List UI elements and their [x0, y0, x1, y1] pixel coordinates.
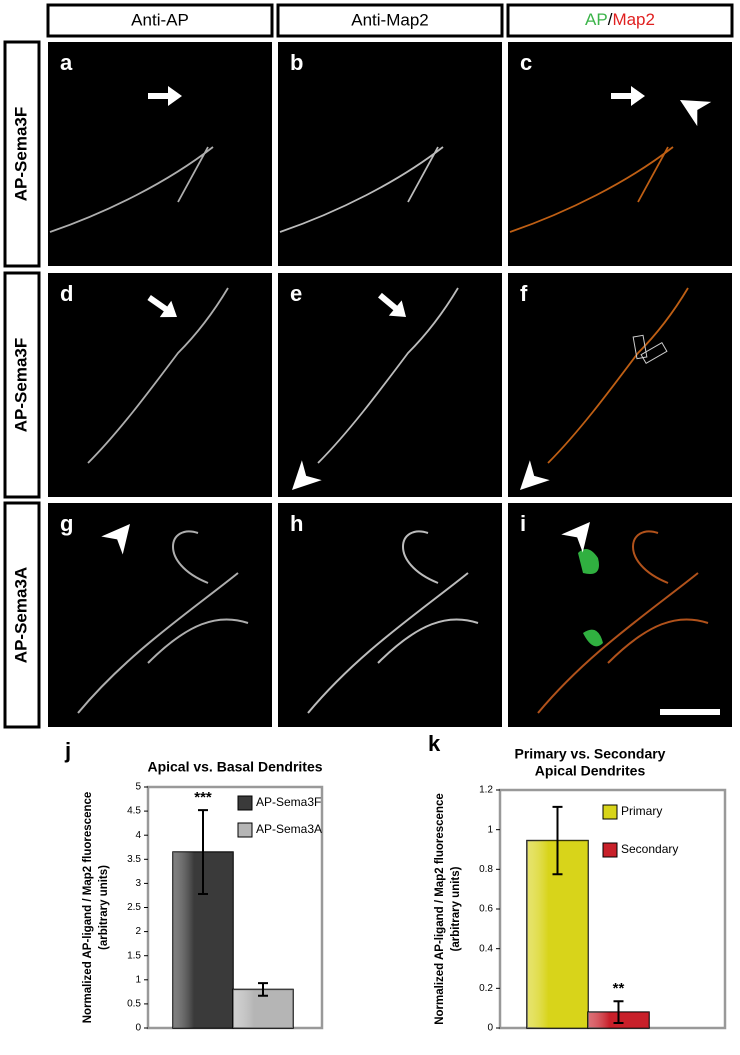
arrowhead	[292, 460, 322, 490]
y-axis-label: (arbitrary units)	[450, 866, 462, 951]
legend-label: Primary	[621, 804, 662, 818]
micrograph	[278, 503, 502, 727]
arrow	[147, 295, 177, 318]
panel-letter: c	[520, 50, 532, 75]
row-label: AP-Sema3F	[11, 107, 30, 201]
y-tick-label: 1.2	[479, 785, 493, 796]
y-axis-label: (arbitrary units)	[98, 865, 110, 950]
column-header: Anti-Map2	[351, 10, 428, 29]
error-bar	[198, 809, 208, 896]
neurite	[307, 530, 479, 714]
neurite	[317, 287, 459, 464]
legend-label: Secondary	[621, 842, 678, 856]
panel-letter: g	[60, 511, 73, 536]
micrograph	[508, 273, 732, 497]
y-tick-label: 0.2	[479, 983, 493, 994]
y-tick-label: 0.6	[479, 904, 493, 915]
micrograph	[278, 273, 502, 497]
neurite	[537, 530, 709, 714]
legend-swatch	[237, 795, 253, 811]
micrograph	[508, 42, 732, 266]
green-soma	[578, 549, 603, 647]
arrow	[378, 292, 406, 317]
legend-label: AP-Sema3F	[256, 795, 321, 809]
legend-swatch	[602, 804, 618, 820]
y-tick-label: 2	[135, 926, 141, 937]
legend-swatch	[237, 822, 253, 838]
significance: **	[613, 980, 625, 997]
panel-letter: j	[64, 738, 71, 763]
neurite	[87, 287, 229, 464]
significance: ***	[194, 789, 212, 806]
row-box	[3, 40, 41, 268]
chart-title: Primary vs. Secondary	[515, 746, 666, 762]
y-axis-label: Normalized AP-ligand / Map2 fluorescence	[434, 793, 446, 1025]
header-part: AP	[585, 10, 608, 29]
y-tick-label: 1.5	[127, 950, 141, 961]
error-bar	[258, 982, 268, 997]
y-tick-label: 0.5	[127, 999, 141, 1010]
panel-letter: e	[290, 281, 302, 306]
micrograph	[508, 503, 732, 727]
panel-letter: f	[520, 281, 528, 306]
row-box	[3, 271, 41, 499]
y-tick-label: 5	[135, 782, 141, 793]
y-tick-label: 0.8	[479, 864, 493, 875]
error-bar	[552, 805, 563, 876]
neurite	[547, 287, 689, 464]
neurite	[49, 146, 214, 233]
y-tick-label: 0	[135, 1023, 141, 1034]
y-tick-label: 0.4	[479, 943, 493, 954]
header-part: Map2	[612, 10, 655, 29]
y-tick-label: 1	[487, 824, 493, 835]
arrowhead	[680, 100, 712, 127]
header-box	[276, 3, 504, 38]
panel-letter: h	[290, 511, 303, 536]
y-tick-label: 0	[487, 1023, 493, 1034]
header-box	[506, 3, 734, 38]
panel-letter: b	[290, 50, 303, 75]
error-bar	[613, 1000, 624, 1025]
row-label: AP-Sema3F	[11, 338, 30, 432]
header-part: /	[608, 10, 613, 29]
micrograph	[48, 273, 272, 497]
scale-bar	[660, 709, 720, 715]
inset-box	[640, 341, 668, 365]
panel-letter: d	[60, 281, 73, 306]
y-tick-label: 4	[135, 830, 141, 841]
arrow	[611, 86, 645, 106]
panel-letter: a	[60, 50, 73, 75]
y-axis-label: Normalized AP-ligand / Map2 fluorescence	[82, 792, 94, 1024]
arrowhead	[520, 460, 550, 490]
chart-title: Apical Dendrites	[535, 763, 646, 779]
neurite	[77, 530, 249, 714]
arrow	[148, 86, 182, 106]
header-box	[46, 3, 274, 38]
row-box	[3, 501, 41, 729]
column-header: Anti-AP	[131, 10, 189, 29]
micrograph	[278, 42, 502, 266]
micrograph	[48, 503, 272, 727]
micrograph	[48, 42, 272, 266]
arrowhead	[561, 522, 590, 553]
inset-box	[632, 334, 648, 360]
y-tick-label: 4.5	[127, 806, 141, 817]
y-tick-label: 1	[135, 974, 141, 985]
neurite	[509, 146, 674, 233]
panel-letter: i	[520, 511, 526, 536]
y-tick-label: 3	[135, 878, 141, 889]
arrowhead	[101, 524, 130, 555]
legend-label: AP-Sema3A	[256, 822, 322, 836]
chart-title: Apical vs. Basal Dendrites	[147, 759, 322, 775]
row-label: AP-Sema3A	[11, 567, 30, 663]
panel-letter: k	[428, 731, 441, 756]
neurite	[279, 146, 444, 233]
legend-swatch	[602, 842, 618, 858]
column-header: AP/Map2	[585, 10, 655, 29]
y-tick-label: 3.5	[127, 854, 141, 865]
y-tick-label: 2.5	[127, 902, 141, 913]
